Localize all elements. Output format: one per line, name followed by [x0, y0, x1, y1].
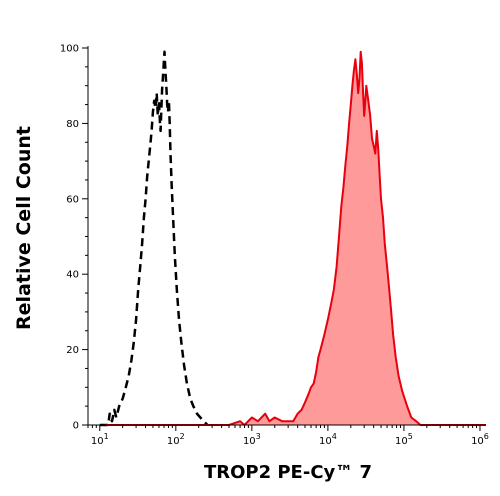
- x-tick-label: 104: [319, 432, 337, 447]
- x-tick-label: 101: [91, 432, 109, 447]
- x-axis-title: TROP2 PE-Cy™ 7: [204, 462, 372, 483]
- stained-population-fill: [105, 51, 487, 426]
- y-axis-title: Relative Cell Count: [13, 126, 35, 330]
- control-population-outline: [99, 50, 209, 427]
- axis-ticks: 0 20 40 60 80 100 101 102 103 104 105 106: [60, 44, 489, 448]
- y-tick-label: 0: [73, 421, 79, 432]
- x-tick-label: 106: [471, 432, 489, 447]
- y-tick-label: 60: [66, 194, 79, 205]
- y-tick-label: 20: [66, 345, 79, 356]
- x-tick-label: 102: [167, 432, 185, 447]
- plot-area: [99, 50, 487, 427]
- x-tick-label: 105: [395, 432, 413, 447]
- y-tick-label: 100: [60, 44, 79, 55]
- x-tick-label: 103: [243, 432, 261, 447]
- stained-population-outline: [105, 50, 486, 426]
- axes: 0 20 40 60 80 100 101 102 103 104 105 106: [60, 44, 489, 448]
- y-tick-label: 40: [66, 270, 79, 281]
- y-tick-label: 80: [66, 119, 79, 130]
